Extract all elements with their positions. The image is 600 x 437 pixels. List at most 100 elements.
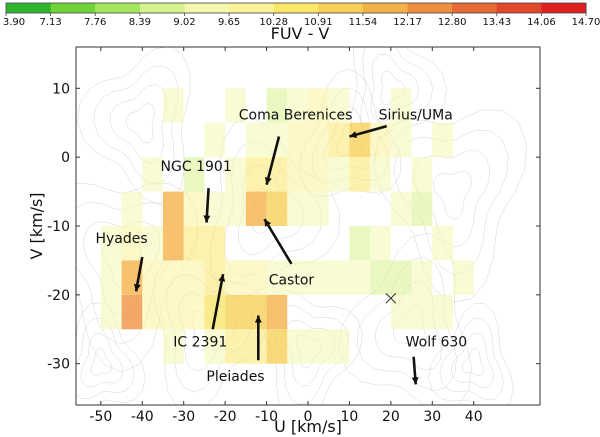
annotation-label: Sirius/UMa <box>379 107 453 123</box>
x-tick-label: -20 <box>214 409 237 425</box>
colorbar-tick-label: 7.13 <box>39 17 61 28</box>
heatmap-cell <box>390 122 412 158</box>
heatmap-cell <box>370 122 391 158</box>
x-tick-label: -30 <box>172 409 195 425</box>
heatmap-cell <box>266 191 288 226</box>
contour-line <box>90 348 113 376</box>
heatmap-cell <box>163 260 184 295</box>
heatmap-cell <box>390 260 412 295</box>
annotation-arrowhead <box>254 315 262 323</box>
x-tick-label: 10 <box>341 409 359 425</box>
heatmap-cell <box>100 294 122 330</box>
colorbar-tick-label: 12.17 <box>393 17 422 28</box>
heatmap-cell <box>349 226 371 261</box>
heatmap-cell <box>163 294 184 330</box>
heatmap-cell <box>287 329 308 364</box>
heatmap-cell <box>308 191 329 226</box>
colorbar-tick-label: 8.39 <box>129 17 151 28</box>
heatmap-cell <box>453 260 474 295</box>
colorbar-segment <box>139 3 185 13</box>
colorbar-segment <box>362 3 409 13</box>
heatmap-cell <box>204 329 226 364</box>
y-tick-label: 0 <box>61 150 70 166</box>
annotations: Coma Berenices Sirius/UMa NGC 1901 Hyades Ca… <box>95 107 467 385</box>
annotation-arrow <box>211 273 225 330</box>
contour-line <box>462 348 484 377</box>
annotation-label: NGC 1901 <box>161 159 232 175</box>
heatmap-cell <box>100 226 122 261</box>
heatmap-cell <box>245 329 267 364</box>
colorbar-segment <box>273 3 319 13</box>
heatmap-cell <box>183 260 205 295</box>
heatmap-cell <box>287 191 308 226</box>
heatmap-cell <box>349 122 371 158</box>
heatmap-cell <box>370 226 391 261</box>
heatmap-cell <box>349 157 371 192</box>
colorbar-segment <box>6 3 52 13</box>
heatmap-cell <box>121 294 143 330</box>
annotation-arrowhead <box>133 283 141 292</box>
heatmap-cell <box>183 226 205 261</box>
heatmap-cell <box>142 226 163 261</box>
colorbar-segment <box>95 3 141 13</box>
heatmap-cell <box>142 294 163 330</box>
colorbar-tick-label: 10.91 <box>304 17 333 28</box>
heatmap-cell <box>163 191 184 226</box>
heatmap-cell <box>245 260 267 295</box>
heatmap-cell <box>183 294 205 330</box>
heatmap-cells <box>100 88 474 364</box>
x-tick-label: 20 <box>382 409 400 425</box>
heatmap-cell <box>328 122 350 158</box>
heatmap-cell <box>163 226 184 261</box>
colorbar-segment <box>229 3 275 13</box>
heatmap-cell <box>349 260 371 295</box>
heatmap-cell <box>432 122 453 158</box>
annotation-arrow <box>263 218 293 265</box>
heatmap-cell <box>225 191 246 226</box>
colorbar-tick-label: 9.65 <box>218 17 240 28</box>
heatmap-cell <box>328 88 350 123</box>
heatmap-cell <box>287 88 308 123</box>
x-tick-label: 0 <box>304 409 313 425</box>
contour-line <box>428 303 514 405</box>
x-axis-label: U [km/s] <box>274 417 342 436</box>
annotation-label: IC 2391 <box>173 334 227 350</box>
heatmap-cell <box>432 294 453 330</box>
x-tick-label: -40 <box>131 409 154 425</box>
heatmap-cell <box>183 191 205 226</box>
annotation-arrow <box>265 136 281 186</box>
colorbar-tick-label: 9.02 <box>173 17 195 28</box>
heatmap-cell <box>245 294 267 330</box>
heatmap-cell <box>266 88 288 123</box>
annotation-arrowhead <box>203 215 211 223</box>
x-axis: -50 -40 -30 -20 -10 0 10 20 30 40 <box>89 47 483 425</box>
heatmap-cell <box>266 294 288 330</box>
heatmap-cell <box>390 191 412 226</box>
heatmap-cell <box>225 294 246 330</box>
heatmap-cell <box>287 157 308 192</box>
annotation-arrowhead <box>349 131 358 138</box>
heatmap-cell <box>266 260 288 295</box>
heatmap-cell <box>390 88 412 123</box>
heatmap-cell <box>411 294 433 330</box>
contour-line <box>433 170 472 220</box>
heatmap-cell <box>204 191 226 226</box>
heatmap-cell <box>183 157 205 192</box>
colorbar-segment <box>50 3 96 13</box>
heatmap-cell <box>225 260 246 295</box>
y-tick-label: -20 <box>47 288 70 304</box>
x-tick-label: 30 <box>423 409 441 425</box>
annotation-arrowhead <box>411 377 419 385</box>
y-axis: -30 -20 -10 0 10 <box>47 81 540 373</box>
heatmap-cell <box>121 226 143 261</box>
marker-stroke <box>385 292 397 304</box>
contour-line <box>125 103 155 144</box>
heatmap-cell <box>100 260 122 295</box>
heatmap-cell <box>308 157 329 192</box>
heatmap-cell <box>245 191 267 226</box>
heatmap-cell <box>328 329 350 364</box>
heatmap-cell <box>308 329 329 364</box>
colorbar-tick-label: 11.54 <box>349 17 378 28</box>
contour-line <box>356 256 457 392</box>
